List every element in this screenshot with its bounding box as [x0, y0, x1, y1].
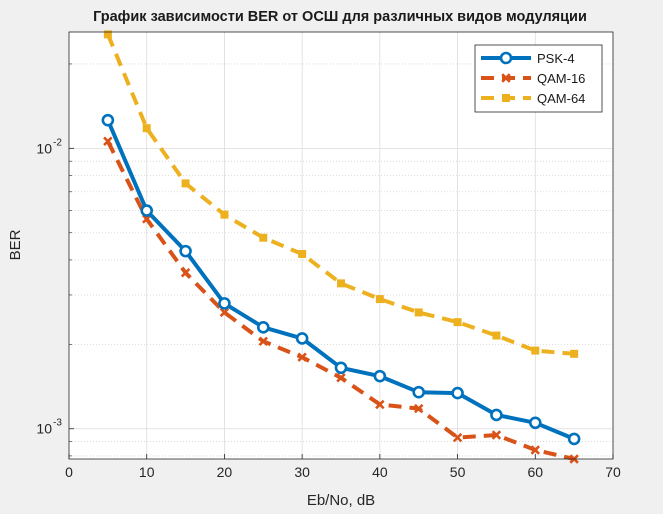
x-tick-label: 30 [294, 464, 310, 480]
legend-label: QAM-16 [537, 71, 585, 86]
data-point [219, 307, 230, 318]
plot-frame [68, 31, 614, 460]
data-point [334, 361, 348, 375]
x-axis-label: Eb/No, dB [307, 492, 375, 509]
series-qam-16 [103, 136, 579, 464]
legend-marker [499, 51, 513, 65]
marker-stroke [413, 403, 424, 414]
data-point [181, 179, 190, 188]
legend-item-qam-16: QAM-16 [481, 71, 585, 86]
chart-title: График зависимости BER от ОСШ для различ… [93, 9, 587, 25]
data-point [220, 210, 229, 219]
data-point [295, 332, 309, 345]
y-tick-labels: 10-210-3 [36, 137, 62, 436]
data-point [140, 204, 154, 217]
data-point [103, 136, 113, 146]
series-qam-64 [103, 30, 579, 358]
x-tick-label: 10 [139, 464, 155, 480]
y-tick-label: 10 [36, 421, 52, 437]
marker-stroke [219, 307, 230, 318]
data-point [256, 321, 270, 334]
series-psk-4 [101, 113, 581, 446]
data-point [103, 30, 112, 39]
data-point [180, 268, 191, 278]
data-point [412, 385, 426, 399]
data-point [373, 369, 387, 383]
data-point [297, 352, 307, 362]
data-point [567, 432, 581, 446]
data-point [413, 403, 424, 414]
data-point [259, 233, 268, 242]
data-point [490, 408, 503, 422]
y-tick-exponent: -3 [53, 418, 62, 429]
data-point [298, 249, 307, 258]
data-point [451, 386, 464, 400]
data-point [414, 308, 423, 317]
marker-stroke [258, 336, 269, 347]
data-point [375, 399, 385, 410]
marker-stroke [103, 136, 113, 146]
tick-marks [68, 63, 614, 459]
marker-stroke [530, 445, 541, 455]
marker-stroke [180, 268, 191, 278]
marker-stroke [452, 432, 463, 443]
legend-item-qam-64: QAM-64 [481, 91, 585, 106]
data-point [452, 432, 463, 443]
data-point [218, 297, 231, 310]
legend-label: QAM-64 [537, 91, 585, 106]
legend-marker [501, 73, 511, 83]
data-point [142, 124, 151, 133]
legend-label: PSK-4 [537, 51, 575, 66]
data-point [375, 295, 384, 304]
data-point [491, 430, 502, 440]
y-tick-exponent: -2 [53, 137, 62, 148]
marker-stroke [501, 73, 511, 83]
data-point [336, 373, 346, 383]
marker-stroke [375, 399, 385, 410]
data-point [101, 113, 115, 127]
data-point [492, 331, 501, 340]
x-tick-label: 50 [450, 464, 466, 480]
x-tick-label: 60 [527, 464, 543, 480]
marker-stroke [297, 352, 307, 362]
data-point [531, 346, 540, 355]
x-tick-label: 20 [217, 464, 233, 480]
x-tick-labels: 0 10 20 30 40 50 60 70 [65, 464, 621, 480]
data-point [453, 318, 462, 327]
data-point [528, 416, 542, 430]
marker-stroke [141, 214, 152, 224]
y-tick-label: 10 [36, 140, 52, 156]
data-point [141, 214, 152, 224]
y-axis-label: BER [7, 229, 24, 260]
legend-marker [502, 94, 510, 102]
data-point [337, 279, 345, 288]
x-tick-label: 70 [605, 464, 621, 480]
legend: PSK-4 QAM-16 QAM-64 [474, 44, 603, 113]
data-point [258, 336, 269, 347]
data-point [570, 349, 579, 358]
series-group [101, 30, 581, 464]
marker-stroke [336, 373, 346, 383]
x-tick-label: 40 [372, 464, 388, 480]
marker-stroke [491, 430, 502, 440]
data-point [179, 244, 192, 258]
x-tick-label: 0 [65, 464, 73, 480]
legend-item-psk-4: PSK-4 [481, 51, 575, 66]
data-point [530, 445, 541, 455]
